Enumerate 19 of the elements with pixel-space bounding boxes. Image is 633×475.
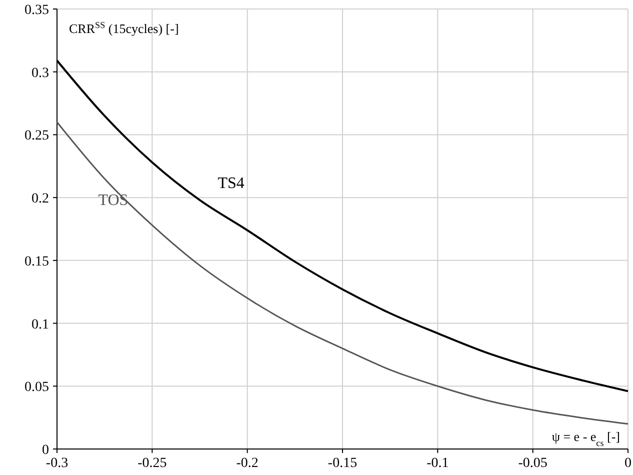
line-series — [56, 121, 629, 425]
y-tick-label: 0.1 — [32, 317, 49, 332]
x-tick-label: -0.1 — [426, 456, 449, 471]
x-tick-label: -0.2 — [236, 456, 258, 471]
x-tick-label: -0.3 — [46, 456, 68, 471]
x-tick-label: -0.25 — [138, 456, 167, 471]
y-tick-label: 0.15 — [24, 254, 49, 270]
y-tick-label: 0.05 — [24, 380, 49, 396]
y-axis-title: CRR$^{SS}$ (15cycles) [-] — [69, 20, 179, 36]
y-tick-label: 0.35 — [24, 3, 49, 18]
x-tick-label: 0 — [624, 456, 632, 471]
y-tick-label: 0.3 — [32, 66, 49, 81]
y-tick-label: 0.2 — [32, 192, 49, 207]
series-label: TS4 — [218, 175, 244, 192]
y-tick-label: 0 — [42, 443, 49, 458]
x-tick-label: -0.05 — [518, 456, 548, 471]
y-tick-label: 0.25 — [24, 128, 49, 144]
x-tick-label: -0.15 — [328, 456, 358, 471]
x-axis-title: ψ = e - e$_{cs}$ [-] — [552, 429, 620, 448]
